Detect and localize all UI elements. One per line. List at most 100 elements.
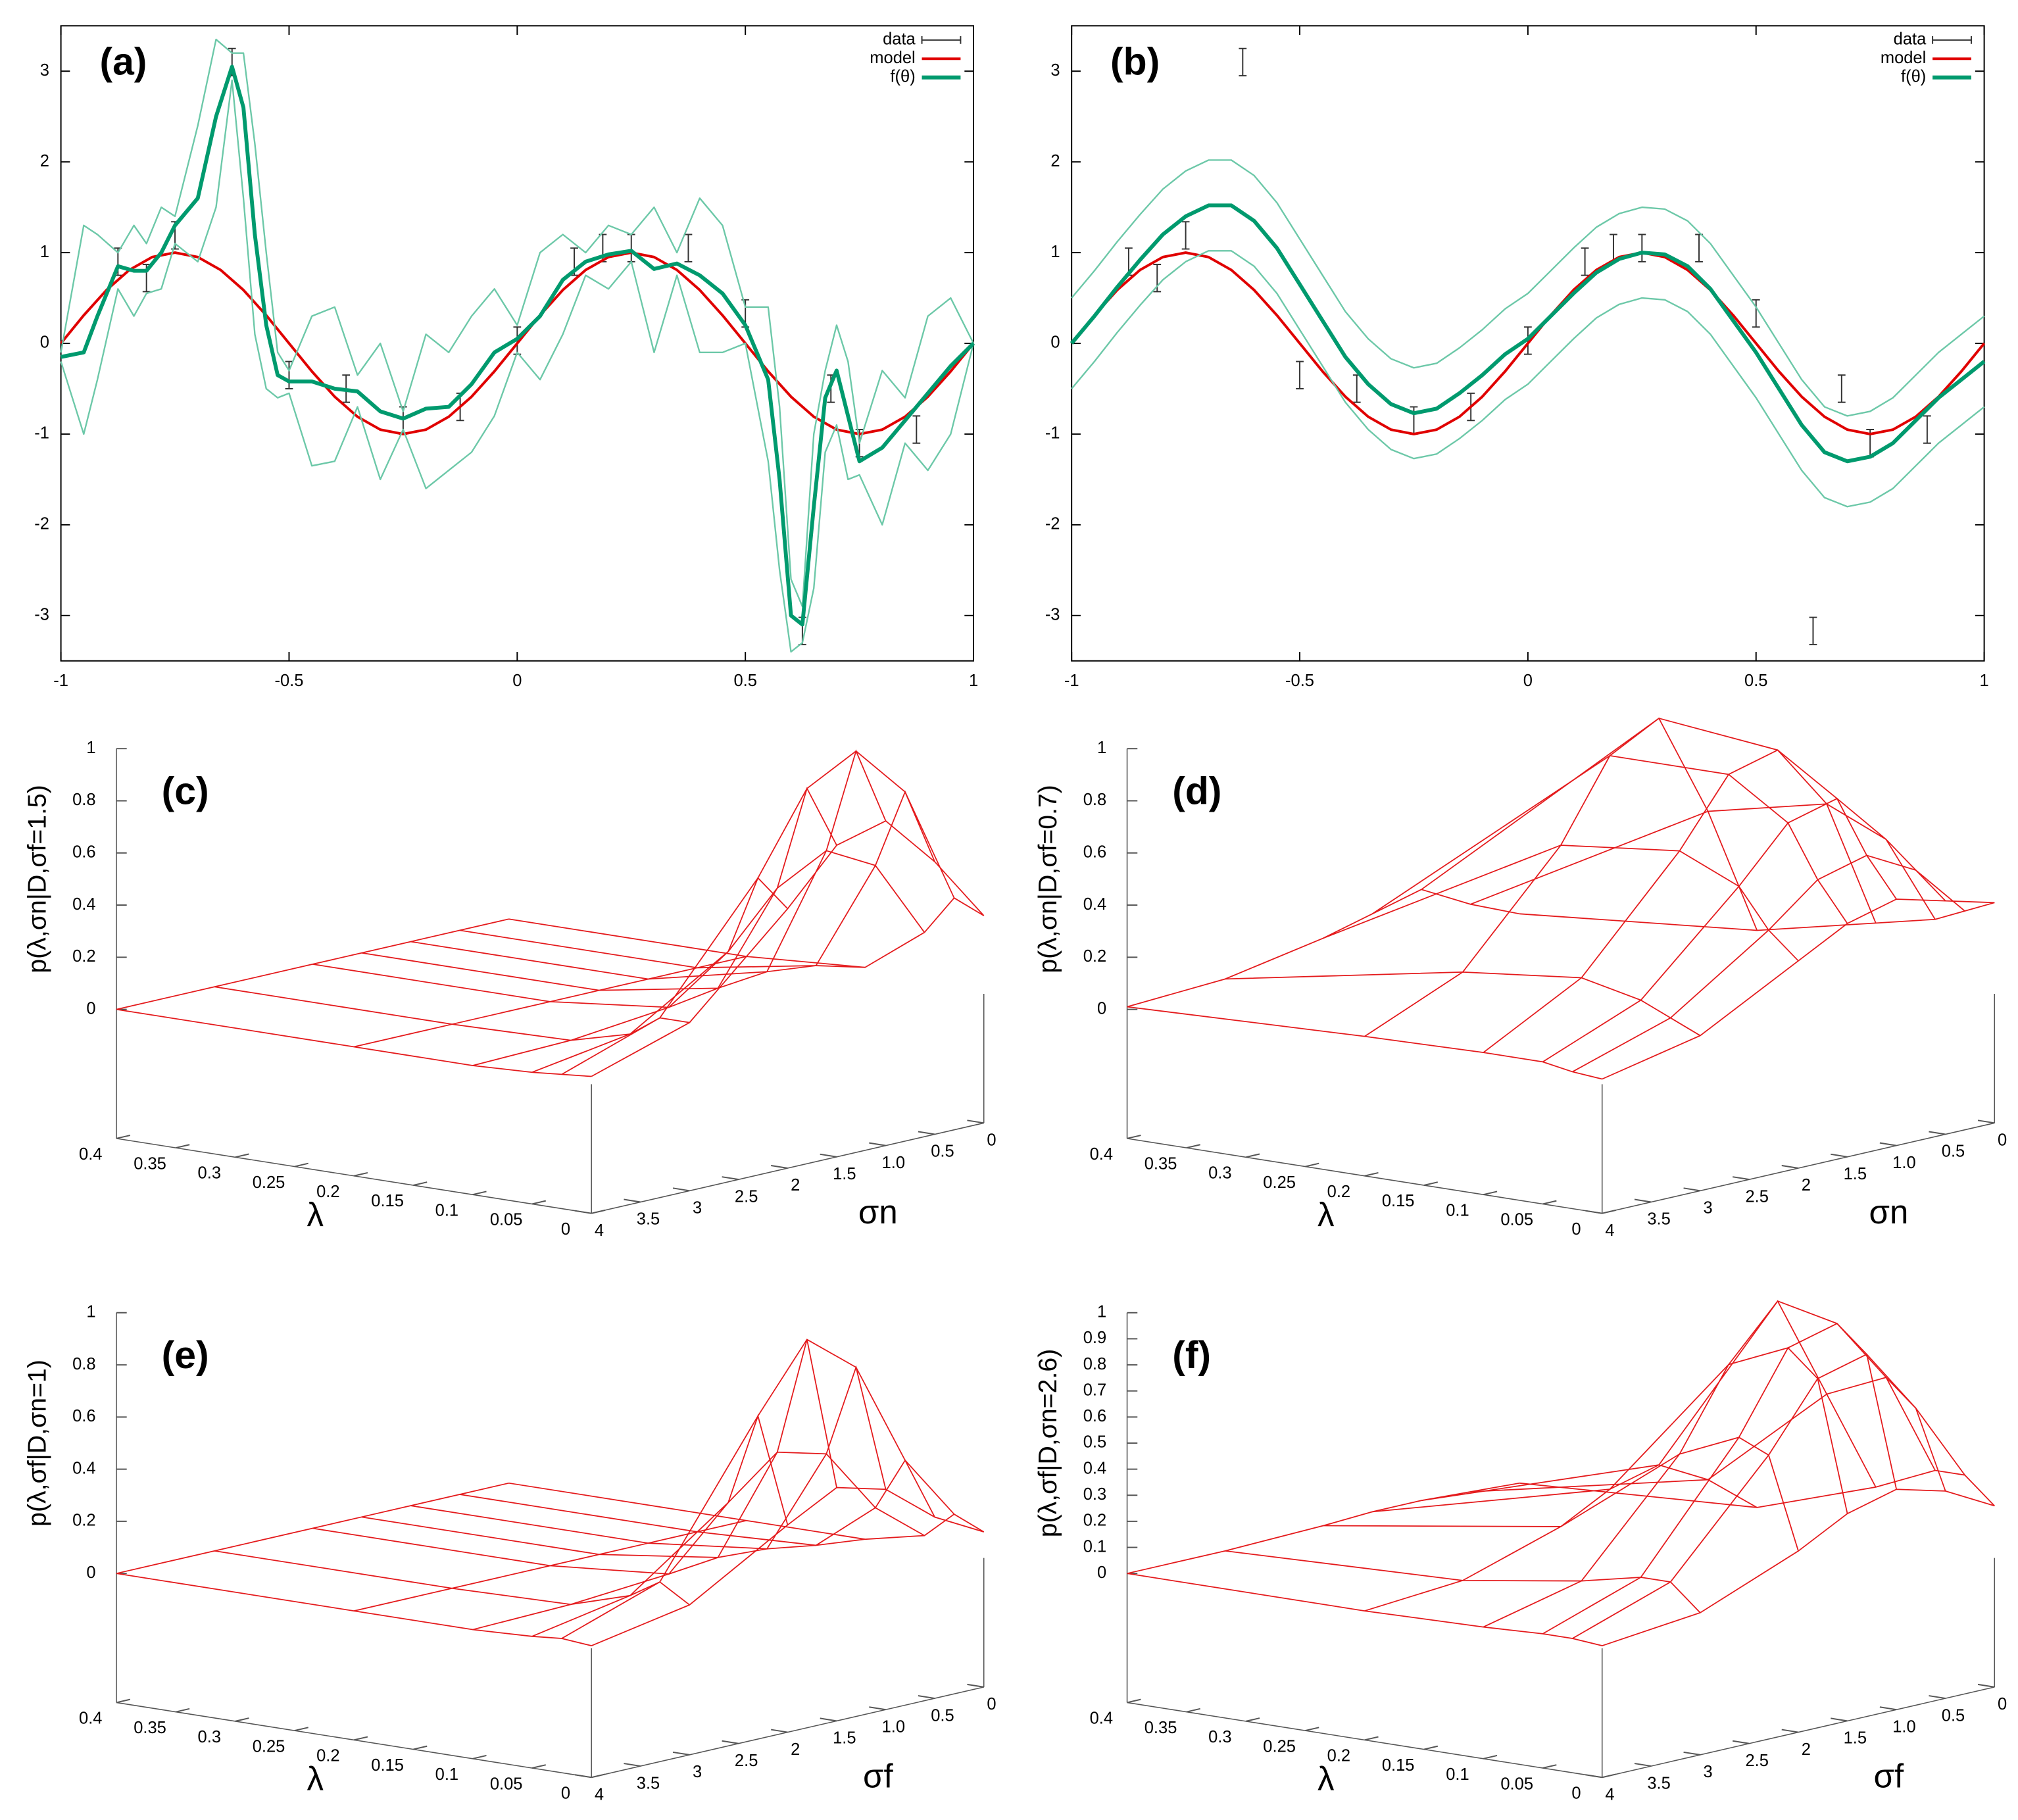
y-tick bbox=[1585, 1774, 1602, 1779]
x-tick-label: 0 bbox=[1571, 1784, 1581, 1802]
y-tick bbox=[722, 1740, 739, 1744]
x-tick bbox=[294, 1162, 308, 1168]
x-tick bbox=[1364, 1736, 1379, 1741]
surface-line bbox=[1470, 803, 1946, 905]
error-bar bbox=[1181, 221, 1190, 250]
x-tick-label: 0.15 bbox=[1382, 1756, 1415, 1775]
x-tick bbox=[176, 1144, 190, 1149]
x-tick-label: -0.5 bbox=[1285, 672, 1314, 690]
x-tick-label: 0.35 bbox=[1144, 1719, 1177, 1737]
series-line bbox=[1070, 251, 1986, 435]
z-tick-label: 0 bbox=[1097, 999, 1106, 1018]
y-tick-label: 3 bbox=[40, 61, 49, 80]
y-tick-label: 2.5 bbox=[1745, 1187, 1768, 1206]
x-tick bbox=[531, 1764, 546, 1769]
surface-line bbox=[214, 1550, 690, 1606]
x-tick-label: 0.1 bbox=[435, 1201, 458, 1219]
error-bar bbox=[285, 360, 293, 389]
y-tick-label: 0.5 bbox=[931, 1143, 954, 1161]
surface-line bbox=[312, 1414, 789, 1575]
y-tick-label: 3 bbox=[1050, 61, 1060, 80]
x-tick bbox=[116, 1698, 131, 1704]
z-tick-label: 0.8 bbox=[1083, 1355, 1106, 1373]
y-tick-label: 3 bbox=[1704, 1199, 1713, 1217]
surface-line bbox=[116, 1573, 592, 1646]
x-tick-label: 0.35 bbox=[134, 1719, 166, 1737]
x-tick-label: 0.5 bbox=[1744, 672, 1767, 690]
x-tick bbox=[1127, 1698, 1141, 1704]
x-tick-label: -0.5 bbox=[274, 672, 303, 690]
y-tick bbox=[1831, 1153, 1848, 1158]
surface-line bbox=[1602, 1488, 1995, 1646]
legend-label: f(θ) bbox=[890, 67, 915, 86]
y-tick-label: 2 bbox=[1802, 1176, 1811, 1194]
x-tick-label: 0.4 bbox=[1090, 1145, 1113, 1164]
y-tick bbox=[1977, 1119, 1995, 1124]
axis-line bbox=[591, 1122, 984, 1214]
x-tick bbox=[1127, 1135, 1141, 1139]
z-tick-label: 0.8 bbox=[72, 1355, 95, 1373]
x-tick bbox=[591, 1773, 606, 1779]
x-tick-label: 0.05 bbox=[490, 1775, 523, 1793]
z-tick-label: 0.4 bbox=[1083, 895, 1106, 914]
error-bar bbox=[1837, 374, 1846, 403]
x-tick-label: 0.3 bbox=[198, 1728, 221, 1746]
z-tick-label: 0.2 bbox=[72, 1512, 95, 1530]
x-tick bbox=[116, 1135, 131, 1139]
y-tick-label: 4 bbox=[1605, 1221, 1614, 1240]
x-tick bbox=[1364, 1171, 1379, 1177]
y-tick bbox=[1683, 1187, 1701, 1192]
x-tick bbox=[531, 1200, 546, 1205]
surface-line bbox=[459, 790, 935, 969]
y-tick bbox=[771, 1165, 788, 1169]
y-tick-label: -3 bbox=[34, 606, 49, 624]
surface-line bbox=[1483, 1300, 1877, 1628]
x-tick bbox=[1542, 1764, 1557, 1769]
x-tick bbox=[472, 1755, 487, 1759]
x-tick bbox=[1423, 1745, 1439, 1750]
y-tick bbox=[1634, 1763, 1652, 1767]
y-tick bbox=[1929, 1131, 1946, 1135]
z-tick-label: 1 bbox=[86, 739, 95, 757]
series-line bbox=[61, 64, 975, 627]
x-tick-label: 0.5 bbox=[733, 672, 756, 690]
surface-line bbox=[361, 787, 837, 991]
y-tick bbox=[918, 1131, 935, 1135]
y-tick bbox=[1585, 1210, 1602, 1214]
z-tick-label: 0.2 bbox=[72, 947, 95, 966]
x-tick bbox=[1305, 1162, 1319, 1168]
z-axis-title: p(λ,σf|D,σn=1) bbox=[23, 1360, 52, 1527]
y-tick-label: 3 bbox=[693, 1199, 702, 1217]
z-tick-label: 0 bbox=[86, 999, 95, 1018]
surface-line bbox=[1364, 717, 1758, 1037]
y-tick-label: 2 bbox=[791, 1176, 800, 1194]
y-tick bbox=[624, 1198, 641, 1203]
axis-line bbox=[1602, 1686, 1995, 1779]
surface-line bbox=[1127, 1482, 1520, 1575]
y-tick-label: 0 bbox=[40, 333, 49, 352]
error-bar bbox=[1809, 616, 1817, 645]
y-tick bbox=[918, 1695, 935, 1700]
y-tick-label: 0 bbox=[1998, 1695, 2007, 1713]
z-tick-label: 1 bbox=[1097, 739, 1106, 757]
x-axis-title: λ bbox=[1317, 1196, 1335, 1233]
legend-label: model bbox=[1881, 49, 1926, 67]
x-tick-label: 0.15 bbox=[371, 1192, 404, 1210]
x-tick bbox=[176, 1708, 190, 1713]
x-tick bbox=[1245, 1153, 1260, 1158]
z-tick-label: 0.8 bbox=[1083, 791, 1106, 809]
surface-line bbox=[361, 1339, 837, 1558]
z-tick-label: 0.6 bbox=[72, 1407, 95, 1425]
x-tick bbox=[294, 1727, 308, 1732]
z-tick-label: 1 bbox=[86, 1303, 95, 1321]
error-bar bbox=[1296, 360, 1304, 389]
x-tick-label: 0 bbox=[561, 1784, 570, 1802]
surface-line bbox=[1572, 1353, 1965, 1639]
surface-line bbox=[1127, 889, 1520, 1008]
x-tick-label: 0.3 bbox=[1208, 1728, 1231, 1746]
y-tick-label: 3 bbox=[1704, 1763, 1713, 1781]
y-axis-title: σn bbox=[858, 1193, 898, 1231]
y-tick bbox=[820, 1717, 837, 1722]
surface-line bbox=[214, 986, 690, 1041]
